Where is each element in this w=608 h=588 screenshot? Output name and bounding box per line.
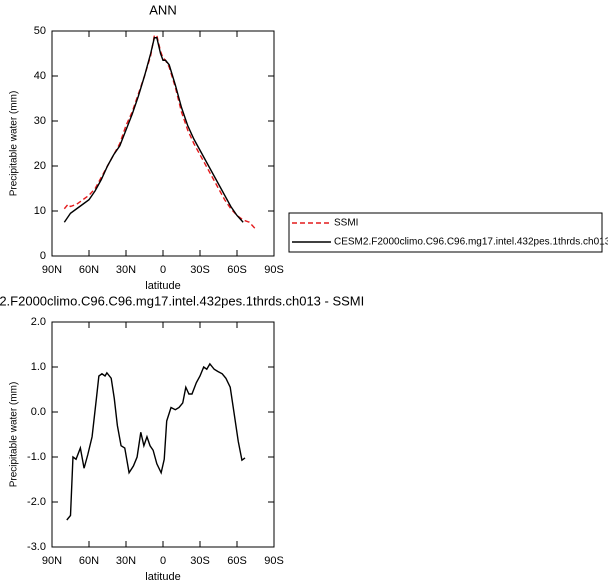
data-line [63, 37, 244, 223]
y-tick-label: -3.0 [27, 541, 46, 553]
plot-frame [51, 321, 275, 548]
x-tick-label: 90N [42, 264, 62, 276]
chart-title: ANN [149, 2, 176, 17]
x-tick-label: 90S [264, 264, 284, 276]
x-tick-label: 0 [160, 264, 166, 276]
chart-title: CESM2.F2000climo.C96.C96.mg17.intel.432p… [0, 293, 364, 308]
legend-label: SSMI [334, 218, 358, 229]
x-tick-label: 90N [42, 555, 62, 567]
y-axis-label: Precipitable water (mm) [9, 382, 20, 488]
x-tick-label: 30N [116, 264, 136, 276]
data-line [63, 34, 257, 230]
x-axis-label: latitude [145, 571, 180, 583]
x-tick-label: 60N [79, 555, 99, 567]
y-axis-label: Precipitable water (mm) [9, 91, 20, 197]
y-tick-label: 1.0 [31, 361, 46, 373]
y-tick-label: 10 [34, 205, 46, 217]
y-tick-label: 20 [34, 160, 46, 172]
y-tick-label: -1.0 [27, 451, 46, 463]
x-tick-label: 30S [190, 555, 210, 567]
x-tick-label: 90S [264, 555, 284, 567]
y-tick-label: -2.0 [27, 496, 46, 508]
x-tick-label: 0 [160, 555, 166, 567]
y-tick-label: 50 [34, 25, 46, 37]
legend-box [288, 212, 603, 253]
x-axis-label: latitude [145, 280, 180, 292]
x-tick-label: 60N [79, 264, 99, 276]
y-tick-label: 0.0 [31, 406, 46, 418]
plot-frame [51, 30, 275, 257]
y-tick-label: 30 [34, 115, 46, 127]
y-tick-label: 2.0 [31, 316, 46, 328]
data-line [66, 362, 246, 521]
legend-label: CESM2.F2000climo.C96.C96.mg17.intel.432p… [334, 237, 608, 248]
x-tick-label: 30S [190, 264, 210, 276]
x-tick-label: 30N [116, 555, 136, 567]
y-tick-label: 40 [34, 70, 46, 82]
x-tick-label: 60S [227, 264, 247, 276]
y-tick-label: 0 [40, 250, 46, 262]
x-tick-label: 60S [227, 555, 247, 567]
